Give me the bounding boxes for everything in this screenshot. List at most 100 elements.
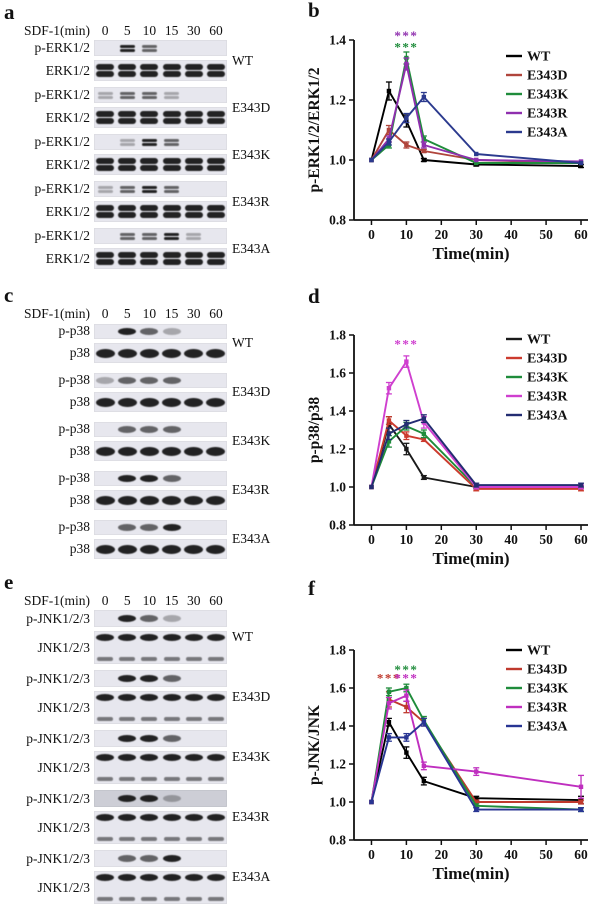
- blot-lane: [94, 205, 116, 218]
- lane-number: 10: [142, 593, 157, 608]
- blot-lane: [138, 777, 160, 781]
- x-tick-label: 10: [400, 847, 414, 862]
- blot-row-label: p38: [69, 541, 90, 556]
- blot-band: [139, 397, 159, 407]
- blot-group-label: E343K: [232, 433, 271, 448]
- blot-band: [206, 118, 225, 124]
- blot-band: [118, 615, 137, 622]
- blot-band: [185, 717, 202, 721]
- blot-band: [162, 735, 181, 742]
- blot-band: [140, 874, 159, 881]
- blot-mount-c: SDF-1(min) 0 5 10 15 30 60 p-p38 p38 WT p-p38 p38 E3…: [2, 305, 302, 559]
- blot-lane: [116, 397, 138, 407]
- blot-band: [184, 158, 203, 164]
- blot-band: [139, 544, 159, 554]
- blot-lane: [138, 327, 160, 335]
- blot-band: [163, 897, 180, 901]
- blot-row: JNK1/2/3: [2, 871, 227, 904]
- blot-lane: [138, 446, 160, 456]
- lane-number: 0: [101, 23, 109, 38]
- blot-lane: [116, 158, 138, 171]
- blot-lane: [161, 138, 183, 146]
- blot-lane: [161, 814, 183, 821]
- blot-strip: [94, 154, 227, 175]
- blot-strip: [94, 631, 227, 664]
- blot-band: [141, 777, 158, 781]
- blot-row: ERK1/2: [2, 248, 227, 269]
- blot-band: [162, 675, 181, 682]
- blot-lane: [161, 874, 183, 881]
- blot-lane: [161, 376, 183, 384]
- y-tick-label: 0.8: [329, 833, 346, 848]
- blot-band: [184, 446, 204, 456]
- blot-band: [184, 205, 203, 211]
- y-tick-label: 0.8: [329, 213, 346, 228]
- blot-lane: [116, 446, 138, 456]
- blot-strip: [94, 323, 227, 339]
- blot-row-label: ERK1/2: [45, 250, 90, 266]
- blot-band: [95, 544, 115, 554]
- blot-lane: [116, 474, 138, 482]
- significance-stars: ***: [394, 336, 418, 351]
- blot-band: [96, 874, 115, 881]
- blot-lane: [116, 44, 138, 52]
- blot-band: [97, 897, 114, 901]
- blot-row: p-p38: [2, 323, 227, 339]
- sdf-header-label: SDF-1(min): [23, 593, 90, 608]
- blot-group-label: WT: [232, 335, 253, 350]
- blot-band: [119, 837, 136, 841]
- blot-band: [118, 376, 137, 384]
- blot-band: [118, 205, 137, 211]
- chart-f: 0 10 20 30 40 50 60 0.8 1.0 1.2 1.4 1.6 1.8 Time(min)…: [306, 643, 588, 884]
- blot-header: SDF-1(min) 0 5 10 15 30 60: [2, 592, 302, 610]
- blot-row-label: p-p38: [58, 372, 91, 387]
- significance-stars: ***: [394, 28, 418, 43]
- blot-lane: [138, 544, 160, 554]
- blot-row: p38: [2, 392, 227, 412]
- blot-lane: [161, 717, 183, 721]
- blot-band: [118, 874, 137, 881]
- blot-band: [141, 142, 157, 146]
- blot-band: [96, 165, 115, 171]
- blot-band: [162, 523, 181, 531]
- blot-group-E343A: p-p38 p38 E343A: [2, 519, 302, 559]
- panel-d: d 0 10 20 30 40 50 60 0.8 1.0 1.2 1.4 1.6 1.8 Time(mi…: [306, 286, 600, 576]
- lane-number: 10: [142, 23, 157, 38]
- panel-e: e SDF-1(min) 0 5 10 15 30 60 p-JNK1/2/3 JNK1/2/3…: [2, 572, 302, 904]
- blot-band: [97, 189, 113, 193]
- blot-row-label: p-JNK1/2/3: [26, 790, 90, 806]
- blot-strip: [94, 107, 227, 128]
- blot-band: [162, 474, 181, 482]
- blot-band: [206, 205, 225, 211]
- blot-band: [119, 236, 135, 240]
- blot-row-label: p-p38: [58, 421, 91, 436]
- blot-row-label: p-p38: [58, 470, 91, 485]
- blot-band: [185, 897, 202, 901]
- blot-band: [95, 495, 115, 505]
- blot-lane: [205, 717, 227, 721]
- x-tick-label: 50: [539, 227, 553, 242]
- blot-band: [162, 71, 181, 77]
- blot-band: [119, 657, 136, 661]
- blot-band: [140, 474, 159, 482]
- panel-letter-e: e: [4, 570, 14, 594]
- blot-band: [97, 91, 113, 95]
- y-tick-label: 1.2: [329, 93, 346, 108]
- blot-group-label: E343R: [232, 482, 270, 497]
- x-tick-label: 40: [504, 227, 518, 242]
- blot-strip: [94, 610, 227, 627]
- blot-lane: [183, 874, 205, 881]
- blot-band: [118, 158, 137, 164]
- blot-lane: [138, 425, 160, 433]
- x-tick-label: 50: [539, 847, 553, 862]
- blot-lane: [116, 64, 138, 77]
- blot-strip: [94, 392, 227, 412]
- blot-band: [162, 814, 181, 821]
- blot-band: [96, 118, 115, 124]
- blot-strip: [94, 441, 227, 461]
- panel-b: b 0 10 20 30 40 50 60 0.8 1.0 1.2 1.4 Time(min) p-ER…: [306, 0, 600, 271]
- blot-header: SDF-1(min) 0 5 10 15 30 60: [2, 22, 302, 40]
- blot-row-label: p-ERK1/2: [34, 228, 91, 243]
- blot-band: [141, 236, 157, 240]
- blot-lane: [161, 185, 183, 193]
